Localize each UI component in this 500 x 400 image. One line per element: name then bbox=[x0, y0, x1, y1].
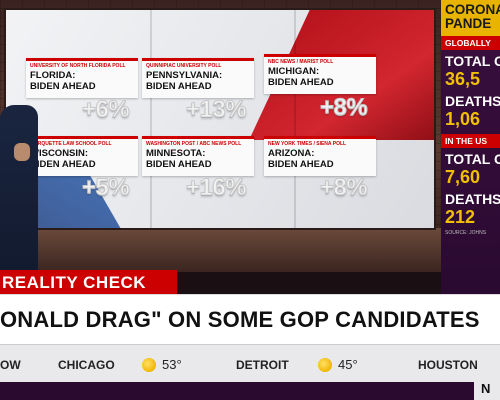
sidebar-globally-label: GLOBALLY bbox=[441, 36, 500, 50]
bottom-bar bbox=[0, 382, 500, 400]
us-deaths-value: 212 bbox=[445, 207, 476, 227]
poll-source: University of North Florida Poll bbox=[30, 63, 126, 69]
anchor-hand bbox=[14, 143, 30, 161]
global-deaths-value: 1,06 bbox=[445, 109, 481, 129]
anchor-silhouette bbox=[0, 105, 42, 275]
sidebar-header: CORONA PANDE bbox=[441, 0, 500, 36]
ticker-city: CHICAGO bbox=[58, 358, 115, 372]
poll-source: New York Times / Siena Poll bbox=[268, 141, 347, 147]
poll-card-wisconsin: Marquette Law School Poll WISCONSIN: BID… bbox=[26, 136, 138, 176]
segment-title: REALITY CHECK bbox=[2, 273, 147, 292]
sun-icon bbox=[142, 358, 156, 372]
sidebar-us-label: IN THE US bbox=[441, 134, 500, 148]
poll-state: MICHIGAN: BIDEN AHEAD bbox=[268, 66, 334, 88]
coronavirus-sidebar: CORONA PANDE GLOBALLY TOTAL C 36,5 DEATH… bbox=[441, 0, 500, 294]
poll-margin-wisconsin: +5% bbox=[81, 174, 130, 202]
us-total-label: TOTAL C bbox=[445, 151, 500, 167]
anchor-suit bbox=[0, 105, 38, 275]
poll-source: Quinnipiac University Poll bbox=[146, 63, 222, 69]
sidebar-source: SOURCE: JOHNS bbox=[445, 230, 487, 236]
poll-state: PENNSYLVANIA: BIDEN AHEAD bbox=[146, 70, 223, 92]
poll-card-arizona: New York Times / Siena Poll ARIZONA: BID… bbox=[264, 136, 376, 176]
poll-state: WISCONSIN: BIDEN AHEAD bbox=[30, 148, 96, 170]
ticker-city: OW bbox=[0, 358, 21, 372]
headline-bar: ONALD DRAG" ON SOME GOP CANDIDATES bbox=[0, 294, 500, 344]
screen-seam bbox=[294, 10, 296, 228]
ticker-temp: 45° bbox=[338, 357, 358, 372]
poll-card-minnesota: Washington Post / ABC News Poll MINNESOT… bbox=[142, 136, 254, 176]
network-logo: N bbox=[474, 378, 500, 400]
poll-state: FLORIDA: BIDEN AHEAD bbox=[30, 70, 96, 92]
poll-margin-minnesota: +16% bbox=[185, 174, 247, 202]
poll-source: NBC News / Marist Poll bbox=[268, 59, 334, 65]
studio-floor bbox=[0, 228, 500, 272]
us-total-value: 7,60 bbox=[445, 167, 481, 187]
ticker-city: HOUSTON bbox=[418, 358, 478, 372]
network-logo-text: N bbox=[481, 381, 491, 396]
global-total-value: 36,5 bbox=[445, 69, 481, 89]
poll-card-michigan: NBC News / Marist Poll MICHIGAN: BIDEN A… bbox=[264, 54, 376, 94]
sun-icon bbox=[318, 358, 332, 372]
headline-text: ONALD DRAG" ON SOME GOP CANDIDATES bbox=[0, 307, 480, 332]
video-wall: University of North Florida Poll FLORIDA… bbox=[4, 8, 436, 230]
screen-seam bbox=[150, 10, 152, 228]
ticker-city: DETROIT bbox=[236, 358, 289, 372]
weather-ticker: OW CHICAGO 53° DETROIT 45° HOUSTON bbox=[0, 344, 500, 382]
poll-card-pennsylvania: Quinnipiac University Poll PENNSYLVANIA:… bbox=[142, 58, 254, 98]
poll-state: MINNESOTA: BIDEN AHEAD bbox=[146, 148, 212, 170]
ticker-temp: 53° bbox=[162, 357, 182, 372]
poll-margin-michigan: +8% bbox=[319, 94, 368, 122]
poll-card-florida: University of North Florida Poll FLORIDA… bbox=[26, 58, 138, 98]
poll-source: Washington Post / ABC News Poll bbox=[146, 141, 242, 147]
poll-margin-florida: +6% bbox=[81, 96, 130, 124]
poll-state: ARIZONA: BIDEN AHEAD bbox=[268, 148, 334, 170]
poll-margin-arizona: +8% bbox=[319, 174, 368, 202]
global-total-label: TOTAL C bbox=[445, 53, 500, 69]
poll-margin-pennsylvania: +13% bbox=[185, 96, 247, 124]
global-deaths-label: DEATHS bbox=[445, 93, 500, 109]
segment-banner: REALITY CHECK bbox=[0, 270, 177, 294]
us-deaths-label: DEATHS bbox=[445, 191, 500, 207]
poll-source: Marquette Law School Poll bbox=[30, 141, 112, 147]
